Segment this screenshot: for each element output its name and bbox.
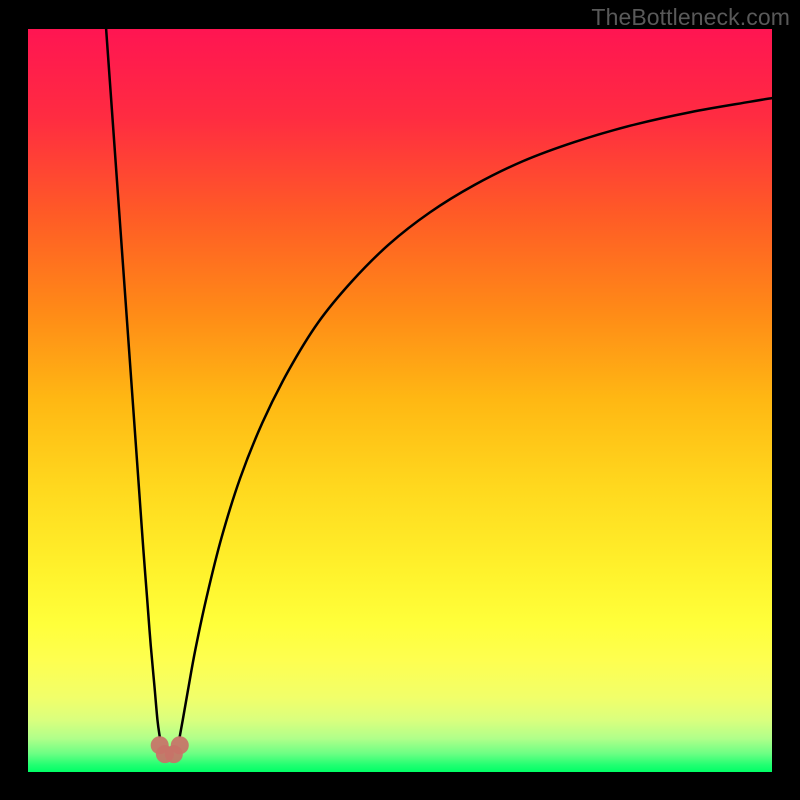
chart-svg: [0, 0, 800, 800]
plot-background: [28, 29, 772, 772]
outer-container: TheBottleneck.com: [0, 0, 800, 800]
watermark-text: TheBottleneck.com: [591, 4, 790, 31]
marker-dot: [171, 736, 189, 754]
outer-frame: [0, 0, 800, 800]
